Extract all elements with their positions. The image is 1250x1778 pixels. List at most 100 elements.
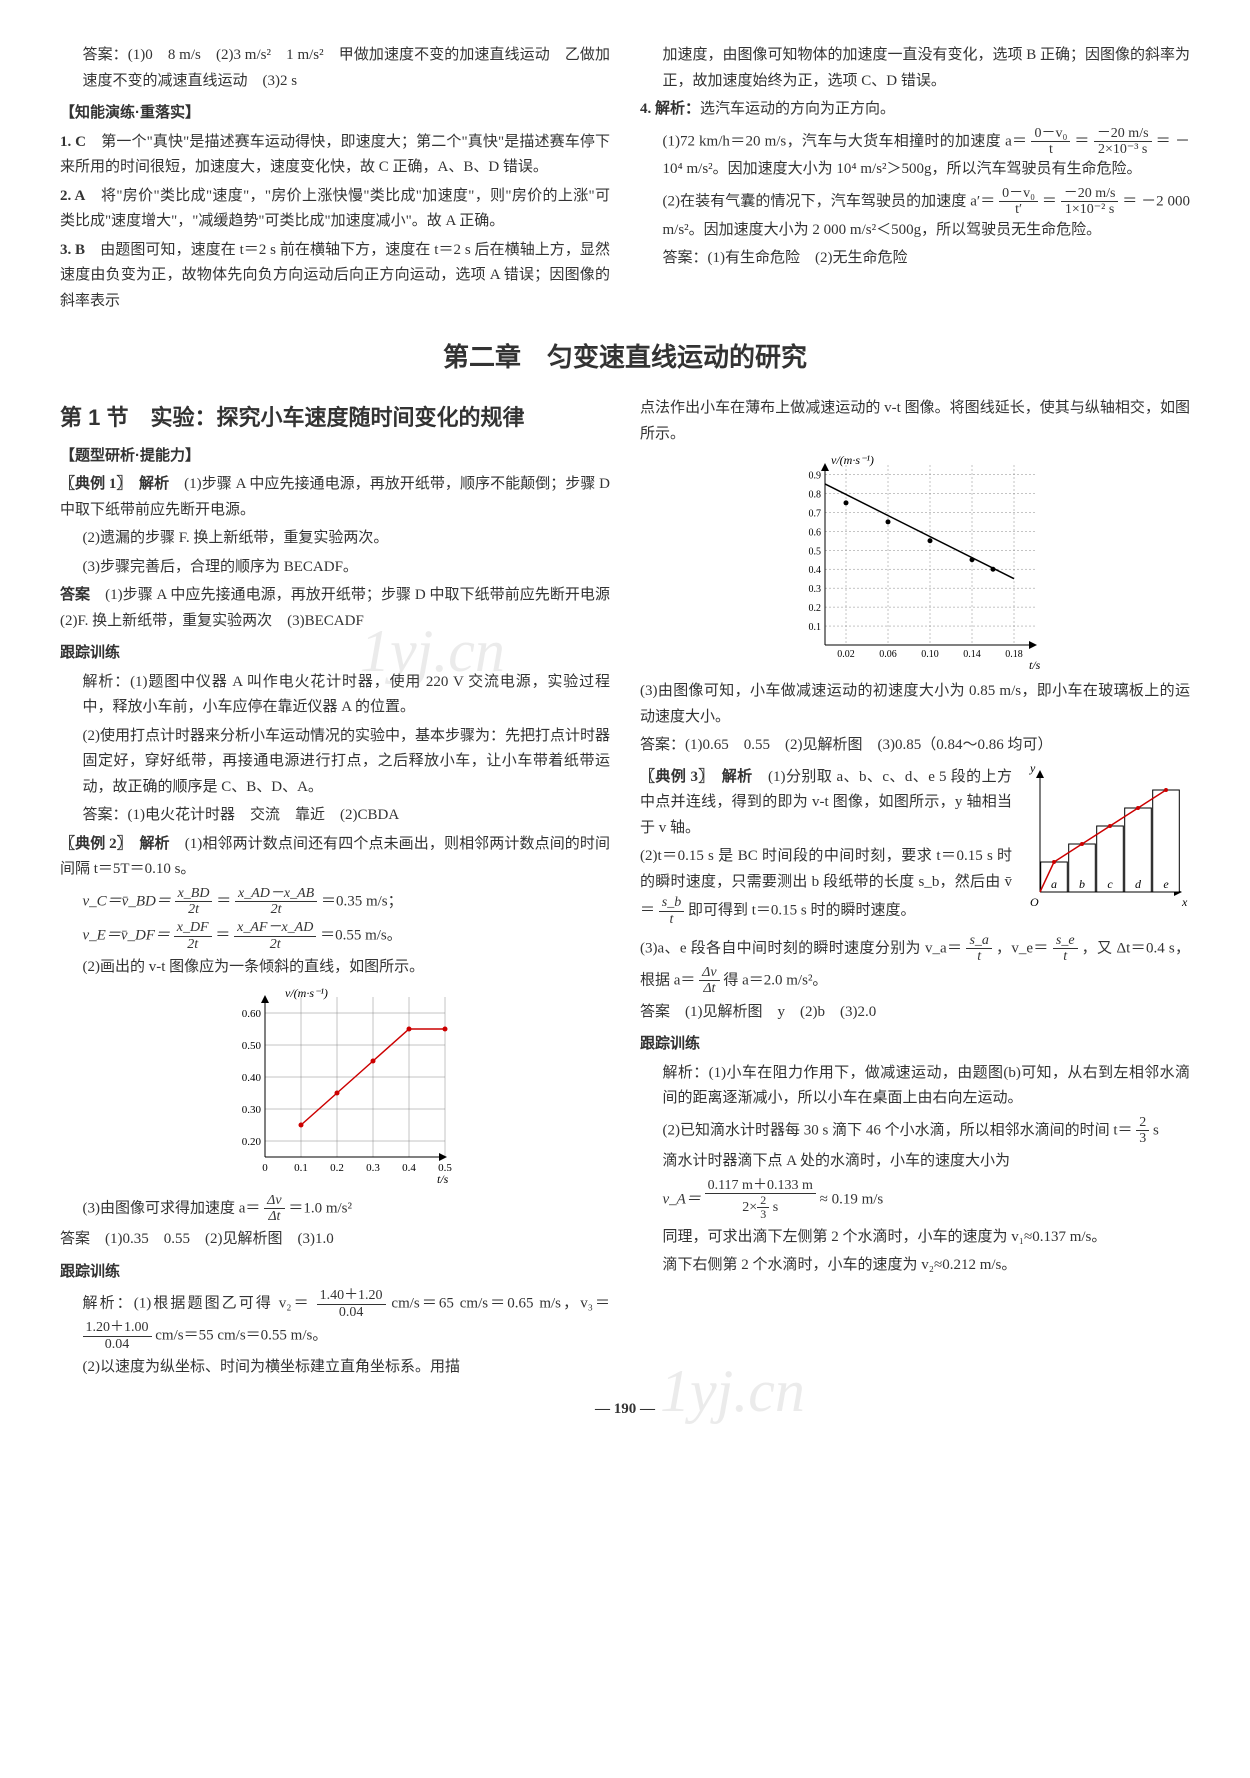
t2-1mid: cm/s＝65 cm/s＝0.65 m/s，v₃＝ bbox=[391, 1296, 610, 1312]
svg-text:0.50: 0.50 bbox=[242, 1040, 262, 1052]
va-tail: ≈ 0.19 m/s bbox=[820, 1191, 884, 1207]
track3-4: 同理，可求出滴下左侧第 2 个水滴时，小车的速度为 v₁≈0.137 m/s。 bbox=[640, 1225, 1190, 1251]
frac-vc1: x_BD2t bbox=[175, 886, 213, 918]
frac-den: 0.04 bbox=[83, 1337, 152, 1352]
svg-text:0.1: 0.1 bbox=[294, 1162, 308, 1174]
ex2-3-tail: ＝1.0 m/s² bbox=[288, 1200, 352, 1216]
q4b-text: (1)72 km/h＝20 m/s，汽车与大货车相撞时的加速度 a＝ bbox=[663, 133, 1028, 149]
ve-lhs: v_E＝v̄_DF＝ bbox=[83, 928, 170, 944]
frac-a1: 0－v₀t bbox=[1031, 126, 1070, 158]
frac-den: 0.04 bbox=[317, 1305, 386, 1320]
ex3-2-tail: 即可得到 t＝0.15 s 时的瞬时速度。 bbox=[688, 903, 916, 919]
chart-vt-1: 0.200.300.400.500.6000.10.20.30.40.5v/(m… bbox=[215, 987, 455, 1187]
frac-num: x_BD bbox=[175, 886, 213, 902]
frac-num: s_b bbox=[659, 895, 684, 911]
frac-den-nested: 2×23 s bbox=[705, 1194, 816, 1221]
q2-text: 将"房价"类比成"速度"，"房价上涨快慢"类比成"加速度"，则"房价的上涨"可类… bbox=[60, 188, 610, 230]
ex2-answer: 答案 (1)0.35 0.55 (2)见解析图 (3)1.0 bbox=[60, 1227, 610, 1253]
frac-num: 0－v₀ bbox=[999, 186, 1038, 202]
svg-text:0.6: 0.6 bbox=[809, 528, 822, 539]
svg-text:d: d bbox=[1135, 877, 1142, 891]
frac-den: Δt bbox=[699, 981, 719, 996]
svg-text:0.8: 0.8 bbox=[809, 490, 822, 501]
q2-num: 2. A bbox=[60, 188, 85, 204]
svg-text:0.5: 0.5 bbox=[809, 546, 822, 557]
svg-text:0: 0 bbox=[262, 1162, 268, 1174]
frac-va: 0.117 m＋0.133 m 2×23 s bbox=[705, 1178, 816, 1222]
va-lhs: v_A＝ bbox=[663, 1191, 701, 1207]
frac-sa: s_at bbox=[966, 933, 991, 965]
ex1-label: 〖典例 1〗 解析 bbox=[60, 476, 169, 492]
svg-text:0.06: 0.06 bbox=[879, 649, 897, 660]
chart-bars-abcde: yxOabcde bbox=[1020, 762, 1190, 912]
q4-head: 选汽车运动的方向为正方向。 bbox=[700, 101, 895, 117]
svg-text:O: O bbox=[1030, 895, 1039, 909]
svg-text:0.7: 0.7 bbox=[809, 509, 822, 520]
frac-num: s_a bbox=[966, 933, 991, 949]
page-number-value: 190 bbox=[614, 1401, 637, 1417]
frac-den: Δt bbox=[264, 1209, 284, 1224]
top-section: 答案：(1)0 8 m/s (2)3 m/s² 1 m/s² 甲做加速度不变的加… bbox=[60, 40, 1190, 317]
frac-den: 3 bbox=[1136, 1131, 1149, 1146]
ex3-answer: 答案 (1)见解析图 y (2)b (3)2.0 bbox=[640, 1000, 1190, 1026]
svg-text:0.40: 0.40 bbox=[242, 1072, 262, 1084]
svg-text:0.10: 0.10 bbox=[921, 649, 939, 660]
den-b: s bbox=[769, 1200, 778, 1215]
ve-val: ＝0.55 m/s。 bbox=[320, 928, 402, 944]
ex2-ve: v_E＝v̄_DF＝ x_DF2t ＝ x_AF－x_AD2t ＝0.55 m/… bbox=[60, 920, 610, 952]
frac-num: 1.20＋1.00 bbox=[83, 1320, 152, 1336]
top-right-col: 加速度，由图像可知物体的加速度一直没有变化，选项 B 正确；因图像的斜率为正，故… bbox=[640, 40, 1190, 317]
followup-3-label: 跟踪训练 bbox=[640, 1031, 1190, 1057]
frac-den: t bbox=[1053, 949, 1078, 964]
example-1: 〖典例 1〗 解析 (1)步骤 A 中应先接通电源，再放开纸带，顺序不能颠倒；步… bbox=[60, 472, 610, 523]
followup-1-label: 跟踪训练 bbox=[60, 640, 610, 666]
frac-23: 23 bbox=[1136, 1115, 1149, 1147]
frac-num: x_DF bbox=[174, 920, 212, 936]
frac-den: 2t bbox=[235, 902, 317, 917]
subheading-practice: 【知能演练·重落实】 bbox=[60, 100, 610, 126]
page-number: — 190 — bbox=[60, 1397, 1190, 1423]
main-section: 第 1 节 实验：探究小车速度随时间变化的规律 【题型研析·提能力】 〖典例 1… bbox=[60, 393, 1190, 1383]
main-left-col: 第 1 节 实验：探究小车速度随时间变化的规律 【题型研析·提能力】 〖典例 1… bbox=[60, 393, 610, 1383]
ex3-2: (2)t＝0.15 s 是 BC 时间段的中间时刻，要求 t＝0.15 s 时的… bbox=[640, 844, 1012, 927]
track3-5: 滴下右侧第 2 个水滴时，小车的速度为 v₂≈0.212 m/s。 bbox=[640, 1253, 1190, 1279]
frac-den: 2t bbox=[175, 902, 213, 917]
q2: 2. A 将"房价"类比成"速度"，"房价上涨快慢"类比成"加速度"，则"房价的… bbox=[60, 184, 610, 235]
vc-val: ＝0.35 m/s； bbox=[321, 893, 403, 909]
svg-text:0.2: 0.2 bbox=[809, 603, 822, 614]
ex1-2: (2)遗漏的步骤 F. 换上新纸带，重复实验两次。 bbox=[60, 526, 610, 552]
frac-t2-1: 1.40＋1.200.04 bbox=[317, 1288, 386, 1320]
frac-den: t bbox=[659, 912, 684, 927]
q3: 3. B 由题图可知，速度在 t＝2 s 前在横轴下方，速度在 t＝2 s 后在… bbox=[60, 238, 610, 315]
svg-text:0.02: 0.02 bbox=[837, 649, 855, 660]
answer-line: 答案：(1)0 8 m/s (2)3 m/s² 1 m/s² 甲做加速度不变的加… bbox=[60, 43, 610, 94]
r-p1: 点法作出小车在薄布上做减速运动的 v-t 图像。将图线延长，使其与纵轴相交，如图… bbox=[640, 396, 1190, 447]
frac-a3: 0－v₀t′ bbox=[999, 186, 1038, 218]
ex3-3mid: ，v_e＝ bbox=[996, 940, 1049, 956]
track2-2: (2)以速度为纵坐标、时间为横坐标建立直角坐标系。用描 bbox=[60, 1355, 610, 1381]
svg-text:0.2: 0.2 bbox=[330, 1162, 344, 1174]
frac-den: t bbox=[1031, 142, 1070, 157]
frac-num: s_e bbox=[1053, 933, 1078, 949]
frac-dvdt: ΔvΔt bbox=[699, 965, 719, 997]
frac-num: －20 m/s bbox=[1094, 126, 1152, 142]
ex2-2: (2)画出的 v-t 图像应为一条倾斜的直线，如图所示。 bbox=[60, 955, 610, 981]
example-2: 〖典例 2〗 解析 (1)相邻两计数点间还有四个点未画出，则相邻两计数点间的时间… bbox=[60, 832, 610, 883]
q4-answer: 答案：(1)有生命危险 (2)无生命危险 bbox=[640, 246, 1190, 272]
svg-text:0.9: 0.9 bbox=[809, 471, 822, 482]
ex1-ans: (1)步骤 A 中应先接通电源，再放开纸带；步骤 D 中取下纸带前应先断开电源 … bbox=[60, 587, 625, 629]
svg-text:v/(m·s⁻¹): v/(m·s⁻¹) bbox=[285, 987, 328, 1000]
frac-num: 2 bbox=[757, 1194, 769, 1208]
ex1-3: (3)步骤完善后，合理的顺序为 BECADF。 bbox=[60, 555, 610, 581]
track2-1: 解析：(1)根据题图乙可得 v₂＝ 1.40＋1.200.04 cm/s＝65 … bbox=[60, 1288, 610, 1352]
q3-num: 3. B bbox=[60, 242, 85, 258]
t3-2tail: s bbox=[1153, 1122, 1159, 1138]
svg-text:a: a bbox=[1051, 877, 1057, 891]
r-ans2: 答案：(1)0.65 0.55 (2)见解析图 (3)0.85（0.84～0.8… bbox=[640, 733, 1190, 759]
q1-num: 1. C bbox=[60, 134, 86, 150]
frac-se: s_et bbox=[1053, 933, 1078, 965]
track3-3: v_A＝ 0.117 m＋0.133 m 2×23 s ≈ 0.19 m/s bbox=[640, 1178, 1190, 1222]
track3-2: (2)已知滴水计时器每 30 s 滴下 46 个小水滴，所以相邻水滴间的时间 t… bbox=[640, 1115, 1190, 1147]
ex2-3: (3)由图像可求得加速度 a＝ ΔvΔt ＝1.0 m/s² bbox=[60, 1193, 610, 1225]
frac-t2-2: 1.20＋1.000.04 bbox=[83, 1320, 152, 1352]
